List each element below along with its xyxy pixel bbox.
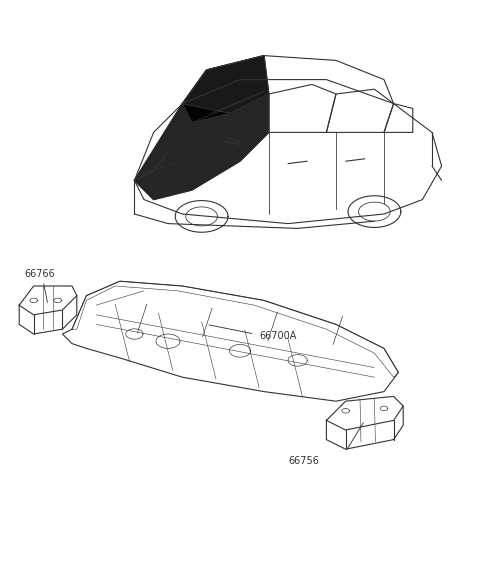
Text: 66766: 66766 — [24, 269, 55, 279]
Polygon shape — [182, 55, 269, 123]
Text: 66700A: 66700A — [259, 331, 297, 341]
Polygon shape — [134, 94, 269, 200]
Text: 66756: 66756 — [288, 456, 319, 466]
